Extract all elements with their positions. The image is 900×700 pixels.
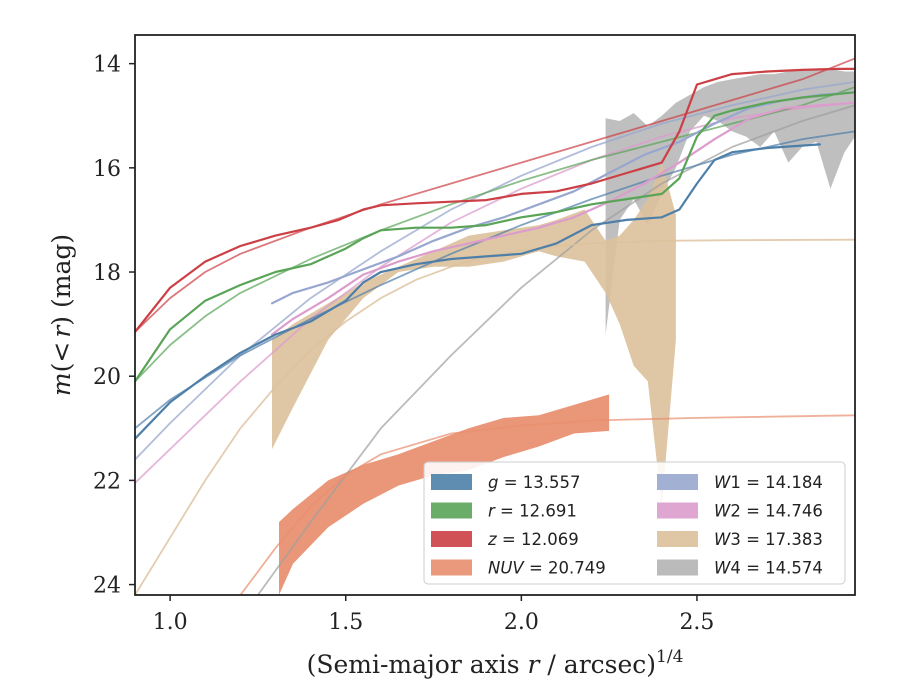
x-tick-label: 1.0	[153, 610, 188, 635]
x-axis-label-post: / arcsec)	[539, 650, 656, 679]
legend-label-subscript: 2	[730, 502, 741, 521]
legend-label-value: = 20.749	[524, 559, 606, 578]
legend-label-subscript: 3	[730, 530, 741, 549]
series-line-r-data	[135, 91, 855, 383]
series-line-w1-data	[270, 91, 855, 305]
legend-swatch-nuv	[431, 559, 472, 576]
legend-swatch-w1	[657, 474, 698, 490]
y-tick-label: 22	[93, 469, 121, 494]
series-line-z-data	[135, 67, 855, 333]
legend-swatch-z	[431, 531, 472, 547]
plot-frame	[134, 34, 856, 596]
legend-label-w2: W2 = 14.746	[714, 502, 823, 521]
legend-label-var: W	[714, 473, 731, 492]
legend-label-var: W	[714, 530, 731, 549]
legend-label-var: W	[714, 502, 731, 521]
y-axis-label: m(< r) (mag)	[47, 234, 76, 396]
legend-label-var: NUV	[488, 559, 525, 578]
legend-label-value: = 14.574	[741, 559, 823, 578]
ticks-layer: 1.0 1.5 2.0 2.5 14 16 18 20 22 24	[93, 53, 714, 635]
legend-label-var: r	[488, 502, 496, 521]
series-line-w2	[135, 101, 855, 484]
legend-label-r: r = 12.691	[488, 502, 577, 521]
y-tick-label: 18	[93, 261, 121, 286]
legend-label-value: = 17.383	[741, 530, 823, 549]
legend-swatch-g	[431, 474, 472, 490]
series-line-z-model	[135, 57, 855, 333]
series-line-nuv	[239, 414, 855, 595]
legend-label-subscript: 1	[730, 473, 741, 492]
y-axis-label-unit: (mag)	[47, 234, 76, 316]
legend-label-value: = 12.691	[495, 502, 577, 521]
series-line-r-model	[135, 86, 855, 383]
band-nuv	[279, 394, 610, 595]
legend-label-value: = 14.746	[741, 502, 823, 521]
legend-label-var: g	[488, 473, 498, 492]
legend-label-g: g = 13.557	[488, 473, 581, 492]
series-line-g-data	[135, 143, 822, 440]
legend-swatch-w4	[657, 559, 698, 576]
y-axis-label-r: r	[47, 324, 76, 338]
x-tick-label: 1.5	[328, 610, 363, 635]
data-layer	[135, 57, 855, 595]
x-axis-label-exponent: 1/4	[656, 647, 683, 667]
series-line-w3	[135, 238, 855, 595]
series-line-w2-data	[270, 101, 855, 336]
legend-box	[423, 461, 846, 585]
legend-swatch-r	[431, 502, 472, 519]
legend-label-w4: W4 = 14.574	[714, 559, 823, 578]
legend-label-z: z = 12.069	[487, 530, 579, 549]
x-tick-label: 2.5	[679, 610, 714, 635]
legend-label-value: = 13.557	[498, 473, 580, 492]
y-axis-label-paren: (	[47, 363, 76, 373]
legend-label-w1: W1 = 14.184	[714, 473, 823, 492]
legend-label-value: = 12.069	[497, 530, 579, 549]
x-axis-label: (Semi-major axis r / arcsec)1/4	[307, 647, 684, 679]
y-axis-label-var: m	[47, 372, 76, 396]
x-tick-label: 2.0	[504, 610, 539, 635]
x-axis-label-var: r	[528, 650, 542, 679]
y-tick-label: 20	[93, 365, 121, 390]
y-axis-label-lt: <	[47, 342, 76, 363]
legend-label-value: = 14.184	[741, 473, 823, 492]
legend-label-var: W	[714, 559, 731, 578]
x-axis-label-pre: (Semi-major axis	[307, 650, 528, 679]
legend-label-nuv: NUV = 20.749	[488, 559, 606, 578]
legend-label-var: z	[487, 530, 497, 549]
y-tick-label: 24	[93, 574, 121, 599]
y-tick-label: 16	[93, 157, 121, 182]
y-tick-label: 14	[93, 53, 121, 78]
legend-swatch-w3	[657, 531, 698, 547]
legend-label-subscript: 4	[730, 559, 741, 578]
y-axis-label-close: )	[47, 316, 76, 326]
band-w3	[272, 162, 676, 507]
legend-label-w3: W3 = 17.383	[714, 530, 823, 549]
legend-swatch-w2	[657, 502, 698, 519]
